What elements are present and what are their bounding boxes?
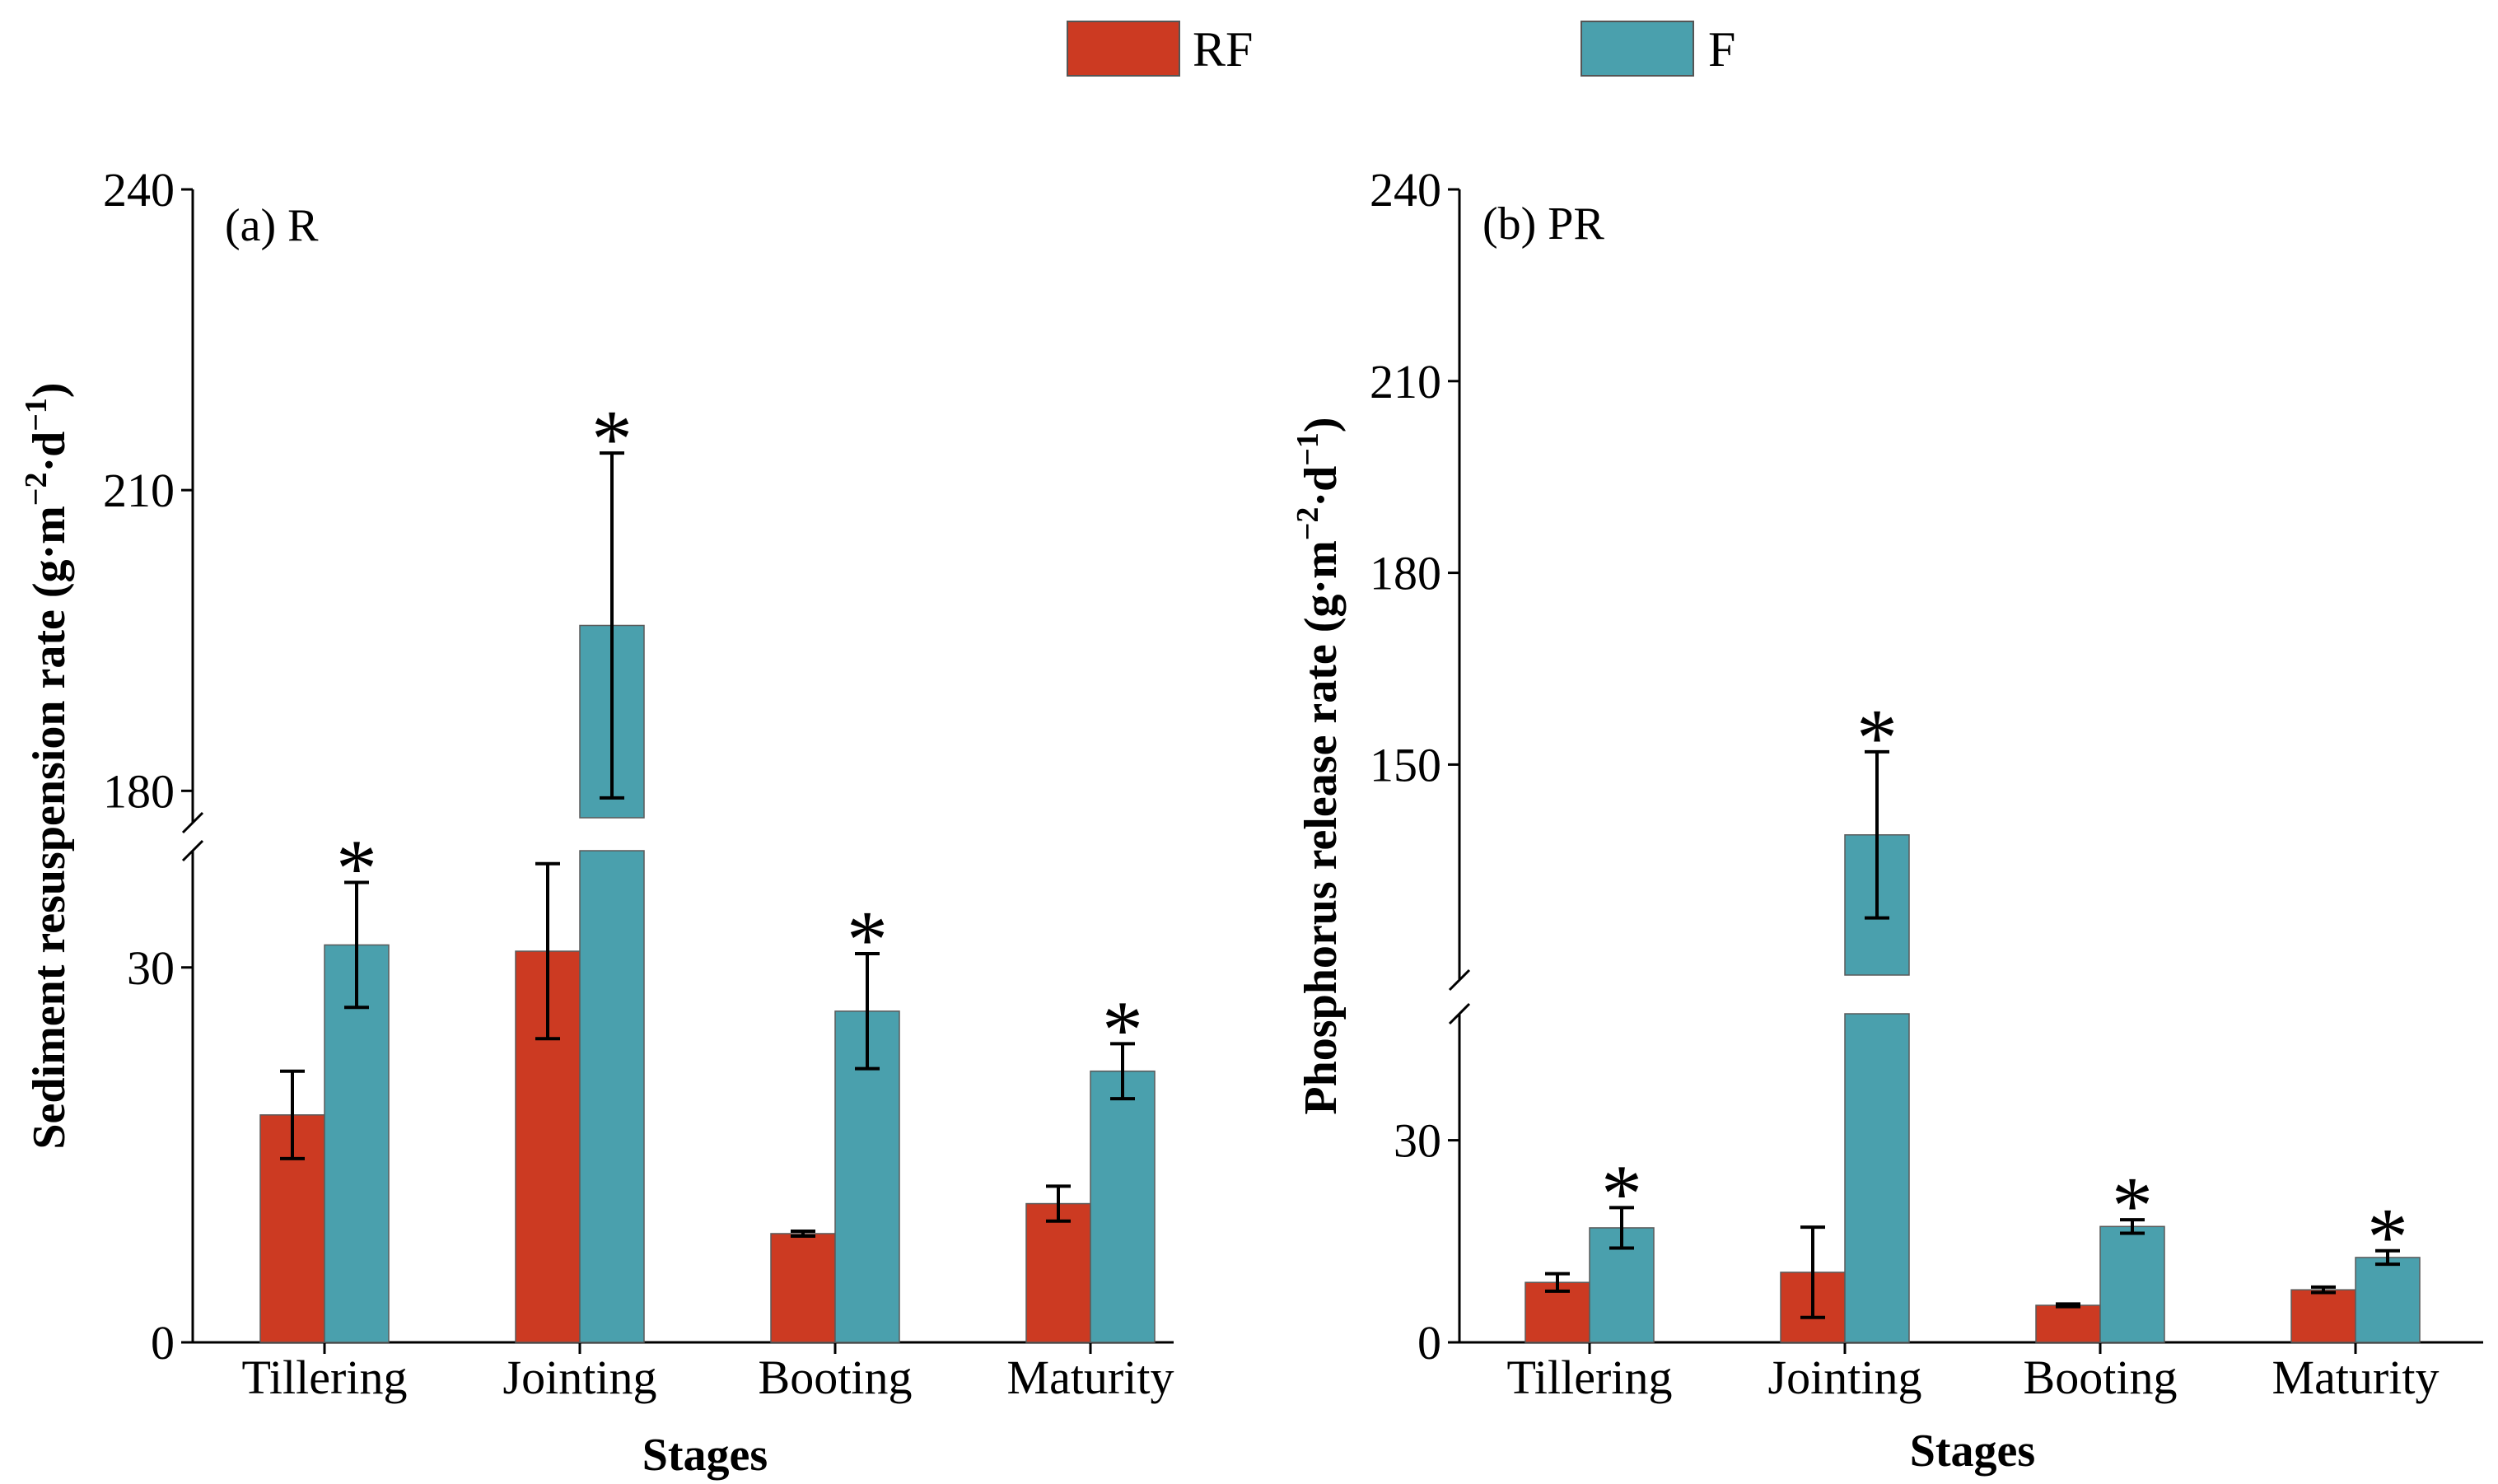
significance-mark: * (1102, 983, 1143, 1075)
axis-break-mark (1448, 1002, 1471, 1025)
x-tick-label: Booting (2024, 1351, 2178, 1404)
y-axis-title: Sediment resuspension rate (g·m−2·d−1) (19, 382, 75, 1149)
y-tick-label: 150 (1370, 738, 1441, 791)
x-tick-label: Maturity (1007, 1351, 1174, 1404)
significance-mark: * (2367, 1191, 2408, 1282)
y-axis-title-sup: −2 (1291, 507, 1325, 541)
y-tick-label: 180 (1370, 547, 1441, 600)
x-axis-title: Stages (1910, 1426, 2035, 1477)
y-tick-label: 180 (103, 764, 175, 818)
y-axis-title-mid: ·d (1296, 466, 1347, 507)
bar-f (324, 944, 390, 1343)
y-tick-label: 210 (103, 464, 175, 517)
significance-mark: * (336, 823, 377, 914)
x-tick-label: Jointing (503, 1351, 657, 1404)
axis-break-mark (1448, 968, 1471, 992)
bar-rf (2035, 1304, 2101, 1343)
y-axis-title-main: Sediment resuspension rate (g·m (24, 506, 75, 1149)
x-tick-label: Booting (759, 1351, 913, 1404)
y-tick-label: 0 (1417, 1316, 1441, 1370)
significance-mark: * (2112, 1160, 2153, 1251)
x-tick-label: Jointing (1768, 1351, 1922, 1404)
significance-mark: * (847, 894, 888, 985)
y-tick-label: 240 (1370, 163, 1441, 217)
y-axis-title-mid: ·d (24, 432, 75, 473)
x-tick-label: Tillering (1507, 1351, 1673, 1404)
y-axis-title-end: ) (1296, 417, 1347, 432)
y-tick-label: 240 (103, 163, 175, 217)
legend-swatch-rf (1067, 21, 1180, 77)
x-axis-title: Stages (642, 1430, 768, 1481)
y-tick-label: 30 (1394, 1114, 1441, 1168)
panel-a: 0 30 180 210 240 (a) R Sediment resuspension r… (19, 163, 1174, 1481)
bar-f (2355, 1257, 2421, 1343)
axis-break-mark (181, 811, 204, 834)
x-tick-label: Tillering (242, 1351, 408, 1404)
bar-rf (1025, 1202, 1091, 1343)
legend: RF F (1067, 21, 1735, 77)
panel-label: (b) PR (1482, 198, 1604, 250)
bar-f (1090, 1070, 1156, 1343)
y-tick-label: 0 (151, 1316, 175, 1370)
y-axis-title-end: ) (24, 382, 75, 398)
y-axis-title-sup: −2 (19, 473, 54, 506)
y-axis-title: Phosphorus release rate (g·m−2·d−1) (1291, 417, 1347, 1114)
y-axis-title-sup: −1 (1291, 432, 1325, 466)
significance-mark: * (591, 393, 633, 484)
y-axis-title-sup: −1 (19, 398, 54, 432)
bar-rf (2290, 1289, 2356, 1343)
bar-f-lower (1844, 1013, 1910, 1343)
bar-f (2099, 1225, 2165, 1343)
axis-break-mark (181, 839, 204, 862)
legend-label-rf: RF (1193, 22, 1253, 77)
x-tick-label: Maturity (2272, 1351, 2440, 1404)
panel-b: 0 30 150 180 210 240 (b) PR Phosphorus release … (1291, 163, 2483, 1477)
significance-mark: * (1601, 1147, 1642, 1239)
bar-f-lower (579, 850, 645, 1343)
legend-label-f: F (1708, 22, 1735, 77)
y-axis-title-main: Phosphorus release rate (g·m (1296, 540, 1347, 1114)
panel-label: (a) R (225, 200, 319, 251)
bar-rf (770, 1233, 836, 1343)
y-tick-label: 210 (1370, 355, 1441, 408)
significance-mark: * (1856, 692, 1898, 783)
y-tick-label: 30 (127, 941, 175, 995)
legend-swatch-f (1581, 21, 1694, 77)
